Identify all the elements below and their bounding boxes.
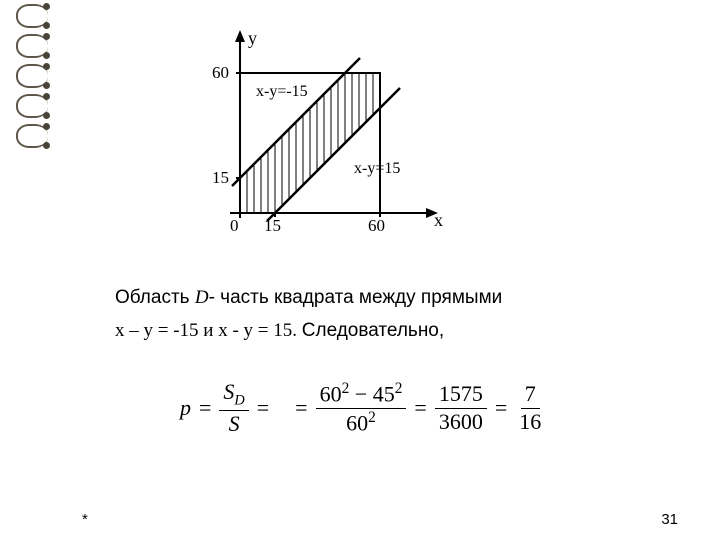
line2-label: x-y=15 xyxy=(354,160,400,177)
binding-ring xyxy=(16,124,48,148)
p-symbol: p xyxy=(180,395,191,421)
spiral-binding xyxy=(16,0,56,540)
equals-4: = xyxy=(414,395,426,421)
binding-ring xyxy=(16,4,48,28)
fraction-final: 7 16 xyxy=(515,382,545,433)
text-line2-b: Следовательно, xyxy=(302,320,444,341)
text-line2-math: x – y = -15 и x - y = 15. xyxy=(115,320,302,341)
origin-label: 0 xyxy=(230,216,239,235)
probability-formula: p = SD S = = 602 − 452 602 = 1575 3600 =… xyxy=(180,380,545,436)
equals-1: = xyxy=(199,395,211,421)
footer-left: * xyxy=(82,511,88,528)
fraction-calc: 602 − 452 602 xyxy=(316,381,407,435)
text-line1-a: Область xyxy=(115,287,195,308)
binding-ring xyxy=(16,64,48,88)
equals-5: = xyxy=(495,395,507,421)
line1-label: x-y=-15 xyxy=(256,83,308,100)
binding-ring xyxy=(16,94,48,118)
y-tick-15: 15 xyxy=(212,168,229,187)
text-line1-b: - часть квадрата между прямыми xyxy=(209,287,503,308)
fraction-result: 1575 3600 xyxy=(435,382,487,433)
x-tick-15: 15 xyxy=(264,216,281,235)
y-axis-label: y xyxy=(248,28,257,48)
x-axis-label: x xyxy=(434,210,443,230)
xy-graph: y x 60 15 0 15 60 x-y=-15 x-y=15 xyxy=(190,18,450,248)
x-tick-60: 60 xyxy=(368,216,385,235)
equals-3: = xyxy=(295,395,307,421)
page-number: 31 xyxy=(661,511,678,528)
equals-2: = xyxy=(257,395,269,421)
binding-ring xyxy=(16,34,48,58)
y-tick-60: 60 xyxy=(212,63,229,82)
fraction-sd-s: SD S xyxy=(219,380,248,436)
region-d-symbol: D xyxy=(195,287,209,308)
body-text: Область D- часть квадрата между прямыми … xyxy=(115,284,675,345)
